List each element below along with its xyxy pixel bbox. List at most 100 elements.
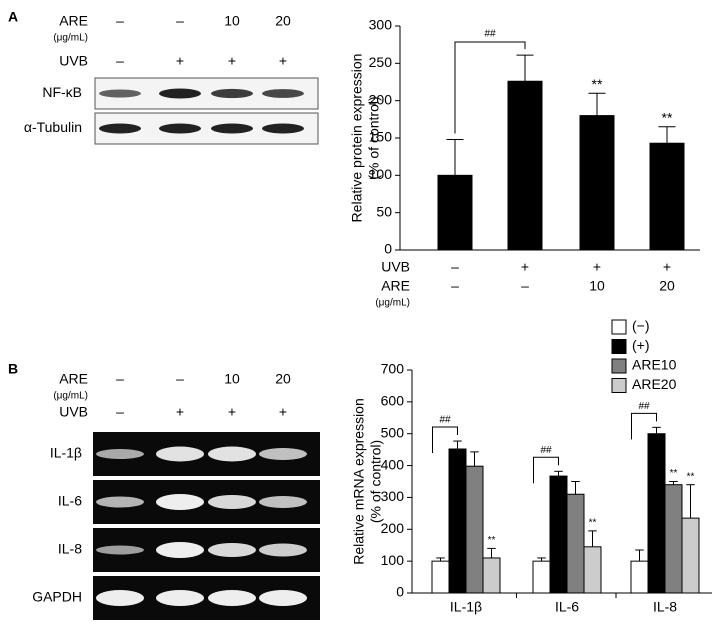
y-tick-label: 200: [369, 91, 393, 107]
treatment-level: 20: [275, 13, 291, 29]
y-axis-label: (% of control): [366, 96, 382, 179]
bar: [649, 142, 685, 251]
treatment-level: –: [176, 371, 184, 387]
bracket-label: ##: [484, 29, 496, 40]
x-row-label: +: [521, 259, 529, 275]
x-tick-label: IL-8: [653, 599, 677, 615]
legend-swatch: [611, 339, 627, 354]
error-bar: [436, 557, 445, 562]
bracket: [631, 412, 657, 440]
band: [159, 88, 201, 99]
band: [259, 496, 307, 508]
band: [208, 495, 256, 509]
x-row-label: –: [451, 259, 459, 275]
band: [156, 446, 204, 462]
y-tick-label: 0: [396, 584, 404, 600]
band: [96, 449, 144, 459]
treatment-level: 10: [224, 13, 240, 29]
x-row-label: –: [451, 278, 459, 294]
band: [211, 88, 253, 99]
band: [99, 89, 141, 98]
bar: [681, 517, 700, 594]
treatment-level: +: [176, 404, 184, 420]
x-row-label: +: [663, 259, 671, 275]
treatment-name: UVB: [59, 53, 88, 69]
bracket-label: ##: [540, 445, 552, 456]
significance: **: [592, 76, 603, 92]
band: [96, 496, 144, 508]
bracket-label: ##: [638, 401, 650, 412]
error-bar: [652, 426, 661, 434]
significance: **: [662, 110, 673, 126]
error-bar: [487, 547, 496, 558]
treatment-level: 20: [275, 371, 291, 387]
bar: [465, 465, 484, 594]
band-label: IL-6: [58, 493, 82, 509]
band-label: IL-1β: [50, 445, 82, 461]
treatment-unit: (μg/mL): [53, 391, 88, 402]
band: [259, 448, 307, 460]
bar: [507, 80, 543, 251]
band: [156, 542, 204, 558]
bar: [448, 448, 467, 594]
treatment-level: +: [279, 53, 287, 69]
x-row-label: +: [593, 259, 601, 275]
error-bar: [658, 126, 676, 144]
y-tick-label: 150: [369, 129, 393, 145]
bracket-label: ##: [439, 415, 451, 426]
y-tick-label: 100: [381, 552, 405, 568]
significance: **: [670, 468, 678, 479]
x-row-label: 10: [589, 278, 605, 294]
bar: [647, 433, 666, 594]
error-bar: [537, 557, 546, 562]
bar: [579, 115, 615, 251]
y-tick-label: 100: [369, 166, 393, 182]
legend-label: (+): [632, 337, 650, 353]
legend-label: ARE20: [632, 376, 677, 392]
error-bar: [446, 138, 464, 176]
y-tick-label: 600: [381, 393, 405, 409]
legend-swatch: [611, 319, 627, 335]
bar: [583, 546, 602, 594]
treatment-level: –: [116, 404, 124, 420]
bar: [431, 560, 450, 594]
treatment-name: ARE: [59, 371, 88, 387]
treatment-level: –: [176, 13, 184, 29]
legend-label: ARE10: [632, 357, 677, 373]
y-axis-label: Relative mRNA expression: [351, 398, 367, 565]
x-row-name: ARE: [381, 278, 410, 294]
bar: [549, 475, 568, 594]
band-label: IL-8: [58, 541, 82, 557]
band: [156, 590, 204, 606]
y-tick-label: 200: [381, 520, 405, 536]
x-row-label: –: [521, 278, 529, 294]
legend-swatch: [611, 378, 627, 393]
band: [99, 123, 141, 134]
panel-label: A: [8, 9, 18, 25]
significance: **: [687, 471, 695, 482]
band: [96, 590, 144, 606]
y-tick-label: 250: [369, 54, 393, 70]
band-label: NF-κB: [42, 84, 82, 100]
y-tick-label: 0: [384, 241, 392, 257]
bracket: [432, 426, 458, 454]
bar: [482, 557, 501, 594]
band: [208, 446, 256, 462]
band: [211, 123, 253, 134]
x-row-label: 20: [659, 278, 675, 294]
band: [262, 123, 304, 134]
band: [96, 545, 144, 555]
band: [208, 543, 256, 557]
error-bar: [669, 481, 678, 485]
band: [156, 494, 204, 510]
band-label: α-Tubulin: [24, 119, 82, 135]
error-bar: [554, 470, 563, 477]
bracket: [533, 456, 559, 484]
y-tick-label: 50: [376, 203, 392, 219]
bar: [532, 560, 551, 594]
y-tick-label: 300: [381, 488, 405, 504]
band: [159, 123, 201, 134]
treatment-level: +: [228, 404, 236, 420]
x-row-unit: (μg/mL): [375, 298, 410, 309]
